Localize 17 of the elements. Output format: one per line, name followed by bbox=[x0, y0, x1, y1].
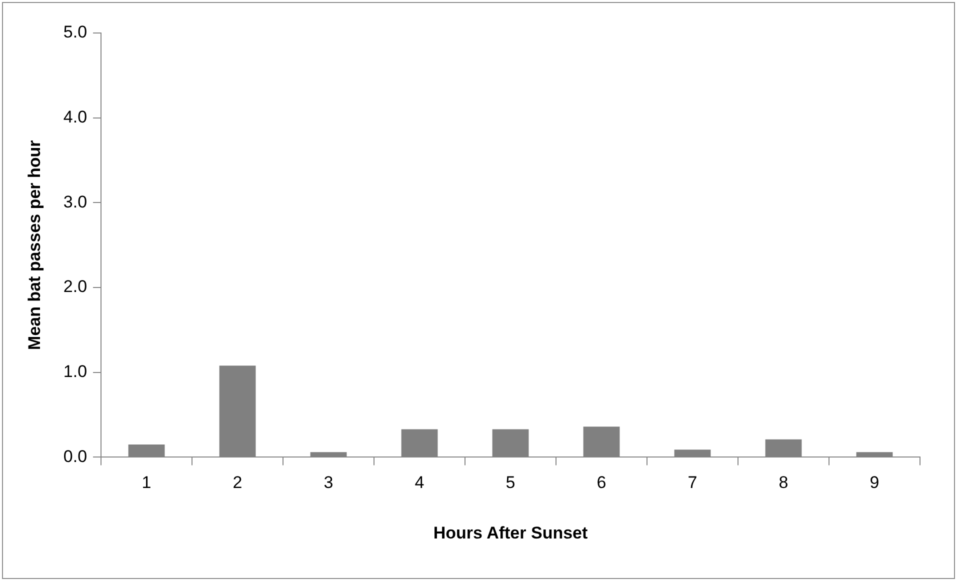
x-tick-label: 8 bbox=[778, 473, 788, 492]
x-tick-label: 6 bbox=[596, 473, 606, 492]
x-tick-label: 2 bbox=[232, 473, 242, 492]
y-tick-label: 0.0 bbox=[63, 446, 88, 466]
y-tick-label: 1.0 bbox=[63, 362, 88, 382]
y-tick-label: 5.0 bbox=[63, 22, 88, 42]
x-tick-label: 4 bbox=[414, 473, 424, 492]
x-axis-title: Hours After Sunset bbox=[433, 523, 588, 542]
x-tick-label: 5 bbox=[506, 473, 516, 492]
x-tick-label: 3 bbox=[324, 473, 334, 492]
x-tick-label: 1 bbox=[142, 473, 152, 492]
y-tick-label: 4.0 bbox=[63, 108, 88, 127]
y-tick-label: 3.0 bbox=[63, 192, 88, 212]
y-axis-title: Mean bat passes per hour bbox=[24, 140, 44, 350]
x-tick-label: 7 bbox=[688, 473, 698, 492]
y-tick-label: 2.0 bbox=[63, 277, 88, 296]
x-tick-label: 9 bbox=[870, 473, 880, 492]
